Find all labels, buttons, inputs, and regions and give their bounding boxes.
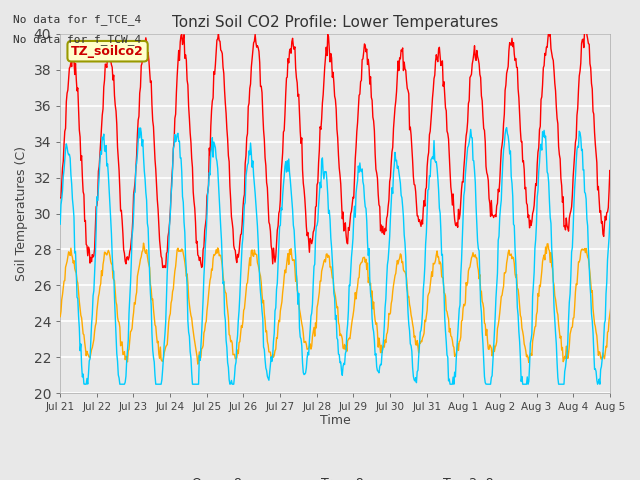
Legend: Open -8cm, Tree -8cm, Tree2 -8cm: Open -8cm, Tree -8cm, Tree2 -8cm: [152, 472, 518, 480]
Text: No data for f_TCE_4: No data for f_TCE_4: [13, 14, 141, 25]
Y-axis label: Soil Temperatures (C): Soil Temperatures (C): [15, 146, 28, 281]
Text: No data for f_TCW_4: No data for f_TCW_4: [13, 34, 141, 45]
X-axis label: Time: Time: [319, 414, 351, 427]
Title: Tonzi Soil CO2 Profile: Lower Temperatures: Tonzi Soil CO2 Profile: Lower Temperatur…: [172, 15, 498, 30]
Text: TZ_soilco2: TZ_soilco2: [71, 45, 144, 58]
